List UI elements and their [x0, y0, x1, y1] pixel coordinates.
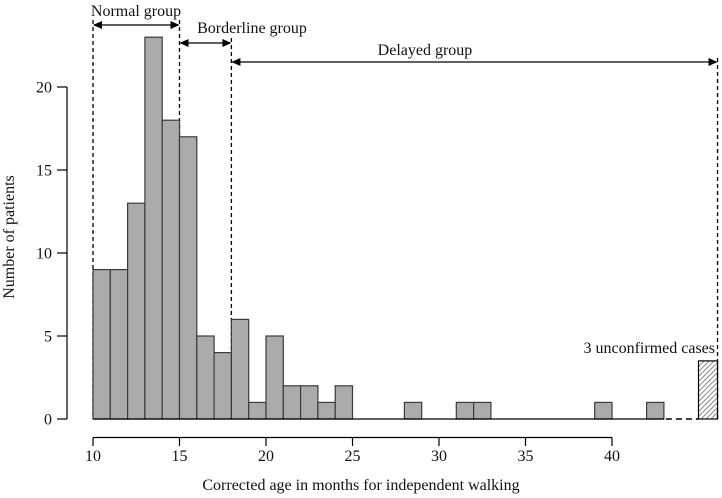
- y-tick-label: 5: [44, 329, 52, 346]
- normal-group-label: Normal group: [91, 3, 181, 20]
- histogram-bar: [126, 202, 146, 420]
- x-tick-label: 35: [518, 448, 534, 465]
- histogram-bar: [455, 401, 475, 420]
- x-tick-label: 10: [85, 448, 101, 465]
- histogram-bar: [196, 335, 215, 420]
- arrowhead-right: [222, 39, 232, 47]
- axes: 10 15 20 25 30 35 40 0 5 10 15 20: [36, 80, 620, 466]
- histogram-bar: [403, 401, 423, 420]
- histogram-bar: [161, 119, 181, 420]
- arrowhead-left: [179, 39, 189, 47]
- histogram-bar: [109, 269, 129, 420]
- group-range-arrows: [93, 21, 718, 66]
- x-tick-label: 25: [345, 448, 361, 465]
- histogram-bar: [213, 352, 233, 420]
- arrowhead-left: [231, 58, 241, 66]
- unconfirmed-cases-bar: [697, 360, 719, 420]
- histogram-bar: [317, 401, 336, 420]
- unconfirmed-cases-label: 3 unconfirmed cases: [583, 340, 715, 357]
- arrowhead-right: [708, 58, 718, 66]
- histogram-bar: [230, 318, 250, 420]
- histogram-bar: [334, 385, 354, 420]
- histogram-bar: [265, 335, 284, 420]
- y-tick-label: 10: [36, 246, 52, 263]
- x-axis-title: Corrected age in months for independent …: [202, 477, 519, 494]
- borderline-group-label: Borderline group: [197, 20, 307, 37]
- histogram-bars: [92, 36, 719, 420]
- y-tick-label: 15: [36, 163, 52, 180]
- y-tick-label: 0: [44, 412, 52, 429]
- y-axis-title: Number of patients: [1, 175, 18, 299]
- x-tick-label: 40: [604, 448, 620, 465]
- histogram-bar: [594, 401, 613, 420]
- histogram-bar: [248, 401, 267, 420]
- histogram-bar: [473, 401, 492, 420]
- x-tick-label: 30: [431, 448, 447, 465]
- histogram-bar: [178, 136, 198, 420]
- histogram-bar: [300, 385, 319, 420]
- x-tick-label: 15: [172, 448, 188, 465]
- histogram-bar: [282, 385, 302, 420]
- arrowhead-right: [170, 21, 180, 29]
- arrowhead-left: [93, 21, 102, 29]
- delayed-group-label: Delayed group: [378, 42, 473, 59]
- histogram-bar: [645, 401, 665, 420]
- y-tick-label: 20: [36, 80, 52, 97]
- x-tick-label: 20: [258, 448, 274, 465]
- histogram-bar: [144, 36, 163, 420]
- histogram-bar: [92, 269, 111, 420]
